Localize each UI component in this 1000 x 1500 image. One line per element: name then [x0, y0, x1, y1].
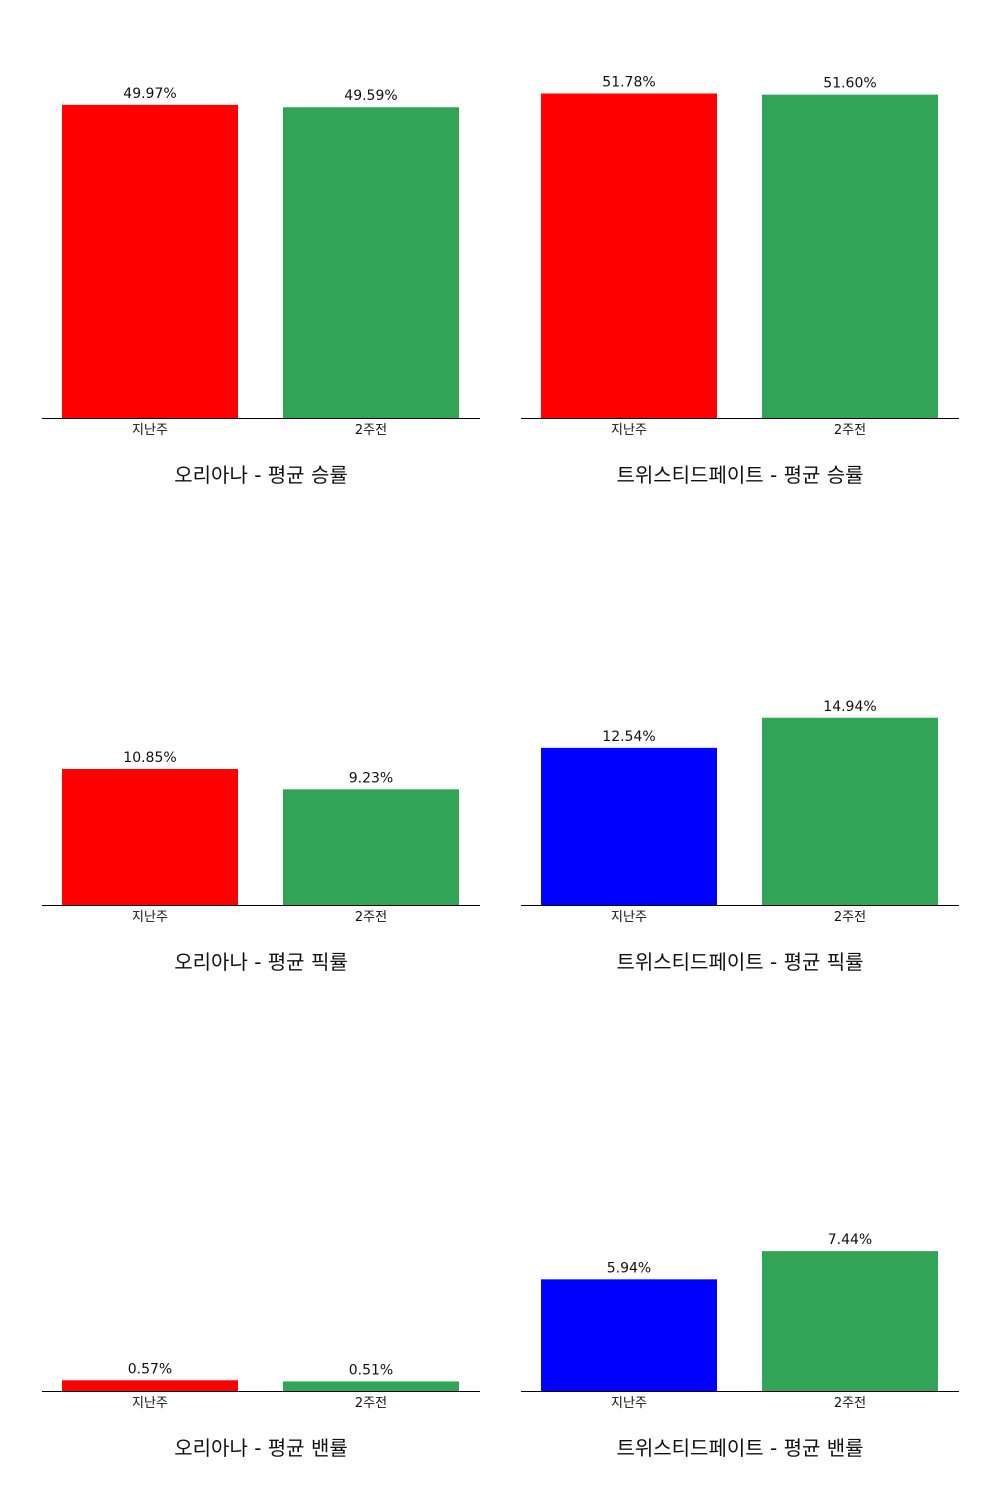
bar-two-weeks-ago [762, 717, 938, 905]
bar-last-week [62, 1380, 238, 1391]
bar-two-weeks-ago [283, 1381, 459, 1391]
x-tick-label: 2주전 [355, 423, 387, 438]
value-label: 51.78% [602, 75, 655, 91]
x-tick-label: 2주전 [834, 1396, 866, 1411]
x-tick-label: 지난주 [132, 423, 168, 438]
bar-last-week [62, 104, 238, 418]
bar-last-week [541, 93, 717, 419]
bar-two-weeks-ago [762, 1251, 938, 1391]
x-tick-label: 2주전 [834, 910, 866, 925]
value-label: 0.51% [349, 1362, 393, 1378]
value-label: 0.57% [128, 1361, 172, 1377]
bar-last-week [541, 1279, 717, 1391]
value-label: 49.59% [344, 88, 397, 104]
x-tick-label: 지난주 [132, 1396, 168, 1411]
value-label: 51.60% [823, 76, 876, 92]
bar-last-week [62, 769, 238, 905]
value-label: 7.44% [828, 1232, 872, 1248]
value-label: 5.94% [607, 1260, 651, 1276]
bar-two-weeks-ago [283, 107, 459, 419]
chart-title: 트위스티드페이트 - 평균 밴률 [616, 1436, 863, 1460]
chart-title: 오리아나 - 평균 승률 [174, 463, 348, 487]
x-tick-label: 지난주 [611, 910, 647, 925]
chart-title: 오리아나 - 평균 밴률 [174, 1436, 348, 1460]
value-label: 14.94% [823, 699, 876, 715]
x-tick-label: 2주전 [355, 1396, 387, 1411]
value-label: 9.23% [349, 770, 393, 786]
value-label: 10.85% [123, 750, 176, 766]
bar-two-weeks-ago [283, 789, 459, 905]
bar-last-week [541, 747, 717, 905]
value-label: 49.97% [123, 86, 176, 102]
x-tick-label: 지난주 [611, 423, 647, 438]
chart-title: 오리아나 - 평균 픽률 [174, 950, 348, 974]
x-tick-label: 지난주 [611, 1396, 647, 1411]
value-label: 12.54% [602, 729, 655, 745]
bar-two-weeks-ago [762, 94, 938, 418]
x-tick-label: 2주전 [834, 423, 866, 438]
x-tick-label: 2주전 [355, 910, 387, 925]
x-tick-label: 지난주 [132, 910, 168, 925]
chart-title: 트위스티드페이트 - 평균 승률 [616, 463, 863, 487]
chart-title: 트위스티드페이트 - 평균 픽률 [616, 950, 863, 974]
